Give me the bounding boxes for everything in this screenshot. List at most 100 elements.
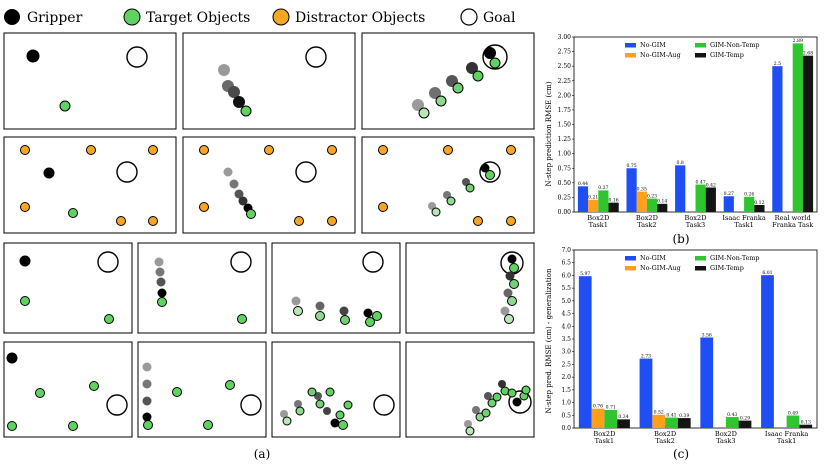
- legend-label: No-GIM-Aug: [640, 264, 681, 272]
- bar-gim-temp: [738, 420, 752, 428]
- target-object: [35, 388, 45, 398]
- bar-no-gim: [700, 337, 714, 428]
- legend-distractor-marker: [272, 8, 290, 26]
- distractor-object: [199, 202, 209, 212]
- category-label: Task1: [777, 437, 796, 445]
- bar-gim-temp: [802, 55, 814, 212]
- value-label: 0.16: [608, 197, 618, 203]
- target-object: [315, 311, 325, 321]
- gripper-trail: [142, 396, 152, 406]
- gripper-trail: [498, 380, 506, 388]
- target-object: [489, 57, 501, 69]
- target-object: [446, 196, 456, 206]
- value-label: 0.23: [647, 193, 657, 199]
- distractor-object: [20, 202, 30, 212]
- value-label: 2.73: [641, 353, 651, 359]
- gripper-trail: [323, 407, 331, 415]
- target-object: [452, 82, 464, 94]
- value-label: 0.43: [727, 412, 737, 418]
- ytick-label: 1.00: [558, 151, 572, 158]
- target-object: [203, 420, 213, 430]
- ytick-label: 2.0: [561, 374, 571, 381]
- category-label: Task3: [716, 437, 735, 445]
- distractor-object: [199, 145, 209, 155]
- target-object: [507, 296, 517, 306]
- category-label: Task1: [589, 221, 608, 229]
- target-object: [89, 381, 99, 391]
- target-object: [59, 100, 71, 112]
- gripper-trail: [234, 189, 244, 199]
- category-label: Task1: [595, 437, 614, 445]
- ytick-label: 3.5: [561, 336, 571, 343]
- value-label: 3.56: [702, 332, 712, 338]
- caption-b: (b): [672, 232, 689, 246]
- distractor-object: [443, 145, 453, 155]
- target-object: [293, 306, 303, 316]
- gripper-trail: [142, 379, 152, 389]
- value-label: 0.37: [598, 185, 608, 191]
- gripper-trail: [505, 271, 515, 281]
- ytick-label: 7.0: [561, 247, 571, 254]
- bar-gim-non-temp: [665, 417, 678, 428]
- legend-label: GIM-Non-Temp: [710, 254, 760, 262]
- gripper-trail: [223, 167, 233, 177]
- target-object: [68, 208, 78, 218]
- target-object: [472, 70, 484, 82]
- legend-label: No-GIM: [640, 254, 666, 262]
- ytick-label: 6.5: [561, 260, 571, 267]
- caption-c: (c): [673, 447, 689, 461]
- category-label: Task2: [655, 437, 674, 445]
- caption-a: (a): [254, 447, 271, 461]
- gripper-trail: [156, 277, 166, 287]
- gripper-trail: [228, 86, 240, 98]
- value-label: 2.5: [774, 61, 781, 67]
- legend-goal-label: Goal: [483, 10, 516, 26]
- ytick-label: 2.50: [558, 63, 572, 70]
- ytick-label: 1.25: [558, 136, 572, 143]
- category-label: Box2D: [684, 214, 706, 222]
- ytick-label: 3.0: [561, 349, 571, 356]
- bar-no-gim: [639, 358, 653, 428]
- value-label: 0.39: [679, 413, 689, 419]
- gripper-marker: [330, 418, 340, 428]
- panel-a: [3, 32, 535, 438]
- target-object: [282, 416, 292, 426]
- ytick-label: 1.5: [561, 387, 571, 394]
- bar-gim-non-temp: [786, 415, 800, 428]
- value-label: 5.97: [580, 271, 590, 277]
- gripper-trail: [291, 296, 301, 306]
- legend-gripper-label: Gripper: [27, 10, 83, 26]
- target-object: [431, 207, 441, 217]
- gripper-marker: [507, 254, 517, 264]
- bar-no-gim: [761, 275, 774, 428]
- target-object: [372, 311, 382, 321]
- gripper-trail: [238, 196, 248, 206]
- value-label: 0.29: [740, 415, 750, 421]
- value-label: 2.68: [803, 50, 813, 56]
- target-object: [246, 209, 256, 219]
- ytick-label: 0.5: [561, 412, 571, 419]
- gripper-trail: [412, 99, 424, 111]
- distractor-object: [148, 145, 158, 155]
- legend-swatch: [695, 266, 706, 271]
- value-label: 0.35: [637, 186, 647, 192]
- bar-gim-temp: [657, 203, 668, 212]
- ytick-label: 2.25: [558, 78, 572, 85]
- distractor-object: [148, 216, 158, 226]
- bar-no-gim-aug: [652, 414, 666, 428]
- value-label: 0.52: [654, 410, 664, 416]
- gripper-trail: [294, 400, 302, 408]
- bar-no-gim: [772, 66, 783, 213]
- bar-gim-non-temp: [598, 190, 609, 212]
- value-label: 0.21: [588, 195, 598, 201]
- category-label: Isaac Franka: [722, 214, 766, 222]
- bar-no-gim: [626, 168, 637, 212]
- distractor-object: [327, 145, 337, 155]
- goal-marker: [295, 161, 317, 183]
- ytick-label: 0.50: [558, 180, 572, 187]
- goal-marker: [305, 46, 327, 68]
- bar-no-gim-aug: [591, 408, 605, 428]
- legend-target-label: Target Objects: [146, 10, 250, 26]
- value-label: 0.27: [724, 191, 734, 197]
